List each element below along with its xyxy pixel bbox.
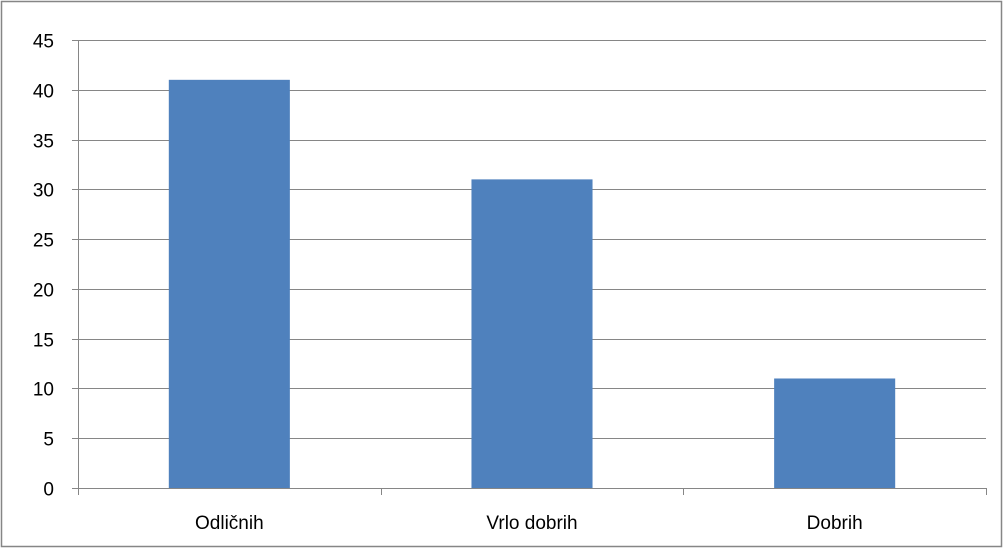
bar-3: [774, 378, 896, 488]
y-tick-label: 5: [43, 430, 54, 451]
y-tick-label: 0: [43, 480, 54, 501]
y-tick-labels: 0 5 10 15 20 25 30 35 40 45: [33, 32, 54, 501]
x-tick-label: Odličnih: [195, 513, 264, 534]
bar-2: [471, 179, 593, 488]
y-tick-label: 15: [33, 331, 54, 352]
bar-1: [168, 79, 290, 489]
y-tick-label: 35: [33, 132, 54, 153]
y-tick-label: 45: [33, 32, 54, 53]
bars: [168, 79, 896, 489]
y-tick-label: 10: [33, 380, 54, 401]
x-tick-labels: Odličnih Vrlo dobrih Dobrih: [195, 513, 863, 534]
y-tick-label: 20: [33, 281, 54, 302]
y-tick-label: 25: [33, 231, 54, 252]
y-tick-label: 40: [33, 82, 54, 103]
x-tick-label: Vrlo dobrih: [486, 513, 577, 534]
y-tick-label: 30: [33, 181, 54, 202]
axes: [72, 40, 987, 495]
x-tick-label: Dobrih: [807, 513, 863, 534]
